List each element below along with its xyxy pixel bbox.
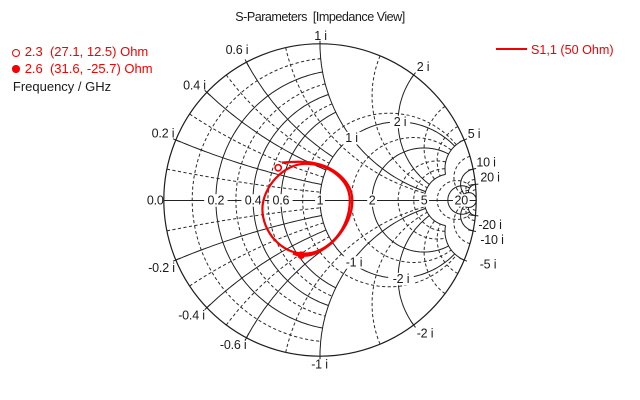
svg-text:2 i: 2 i xyxy=(394,115,407,129)
svg-text:1: 1 xyxy=(317,193,324,207)
svg-text:2 i: 2 i xyxy=(417,60,430,74)
svg-text:0.4: 0.4 xyxy=(245,193,262,207)
svg-text:-20 i: -20 i xyxy=(478,218,501,232)
svg-text:5: 5 xyxy=(421,193,428,207)
svg-text:-10 i: -10 i xyxy=(480,233,503,247)
svg-text:5 i: 5 i xyxy=(468,127,481,141)
svg-text:-2 i: -2 i xyxy=(417,327,434,341)
svg-text:0.6: 0.6 xyxy=(273,193,290,207)
svg-text:20: 20 xyxy=(455,193,469,207)
svg-text:-5 i: -5 i xyxy=(480,258,497,272)
svg-text:-2 i: -2 i xyxy=(393,272,410,286)
svg-text:-0.6 i: -0.6 i xyxy=(220,338,247,352)
svg-text:-1 i: -1 i xyxy=(311,358,328,372)
svg-text:0.2 i: 0.2 i xyxy=(152,127,175,141)
svg-text:10 i: 10 i xyxy=(476,156,495,170)
svg-text:-0.2 i: -0.2 i xyxy=(148,261,175,275)
svg-text:0.2: 0.2 xyxy=(208,193,225,207)
svg-text:20 i: 20 i xyxy=(480,171,499,185)
svg-text:-1 i: -1 i xyxy=(346,255,363,269)
svg-text:-0.4 i: -0.4 i xyxy=(178,308,205,322)
svg-text:1 i: 1 i xyxy=(345,131,358,145)
svg-text:0.6 i: 0.6 i xyxy=(226,43,249,57)
svg-text:0.0: 0.0 xyxy=(147,193,164,207)
svg-text:2: 2 xyxy=(369,193,376,207)
svg-text:0.4 i: 0.4 i xyxy=(183,79,206,93)
svg-text:1 i: 1 i xyxy=(314,29,327,43)
